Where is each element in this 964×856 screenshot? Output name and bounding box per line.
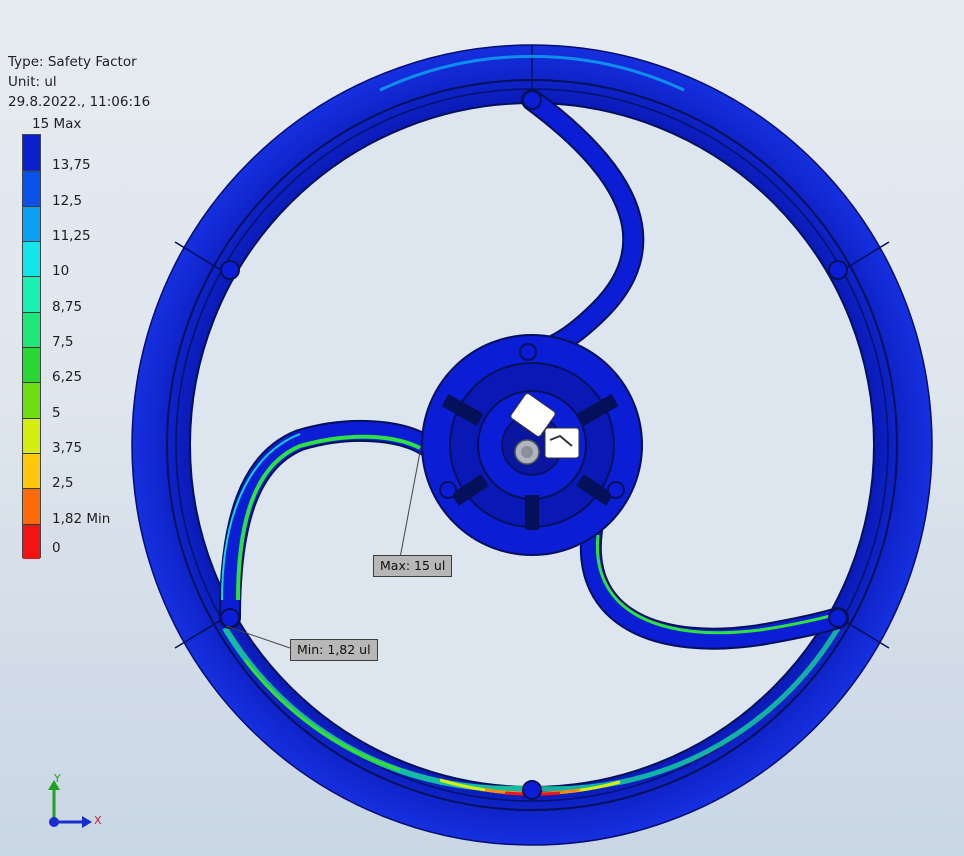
legend-color-segment: [23, 276, 40, 312]
legend-tick-label: 13,75: [52, 157, 91, 174]
legend-tick-label: 1,82 Min: [52, 510, 111, 527]
legend-color-bar: [22, 134, 41, 559]
legend-type: Type: Safety Factor: [8, 54, 137, 70]
legend-tick-label: 11,25: [52, 228, 91, 244]
legend-tick-label: 5: [52, 404, 61, 421]
legend-color-segment: [23, 453, 40, 489]
load-glyph: [510, 393, 580, 459]
legend-color-segment: [23, 347, 40, 383]
legend-color-segment: [23, 523, 40, 559]
min-probe-leader: [225, 625, 291, 649]
legend-tick-label: 10: [52, 263, 70, 280]
legend-color-segment: [23, 241, 40, 277]
legend-tick-label: 7,5: [52, 334, 74, 350]
triad-x-label: X: [94, 814, 102, 827]
legend-color-segment: [23, 417, 40, 453]
legend-tick-label: 3,75: [52, 440, 83, 456]
legend-color-segment: [23, 170, 40, 206]
legend-tick-label: 15 Max: [32, 116, 82, 132]
min-probe-label[interactable]: Min: 1,82 ul: [290, 639, 378, 661]
legend-color-segment: [23, 205, 40, 241]
legend-color-segment: [23, 135, 40, 171]
legend-unit: Unit: ul: [8, 74, 57, 90]
legend-color-segment: [23, 382, 40, 418]
rim-bolts: [220, 90, 848, 800]
legend-color-segment: [23, 311, 40, 347]
legend-tick-label: 8,75: [52, 298, 83, 315]
legend-datetime: 29.8.2022., 11:06:16: [8, 94, 151, 110]
legend-tick-label: 0: [52, 540, 61, 556]
view-triad[interactable]: Y X: [38, 772, 108, 836]
triad-y-label: Y: [54, 772, 61, 785]
legend-tick-label: 2,5: [52, 475, 74, 492]
max-probe-leader: [399, 451, 421, 559]
max-probe-label[interactable]: Max: 15 ul: [373, 555, 453, 577]
legend-tick-label: 6,25: [52, 369, 83, 386]
legend-color-segment: [23, 488, 40, 524]
legend-tick-label: 12,5: [52, 192, 83, 209]
